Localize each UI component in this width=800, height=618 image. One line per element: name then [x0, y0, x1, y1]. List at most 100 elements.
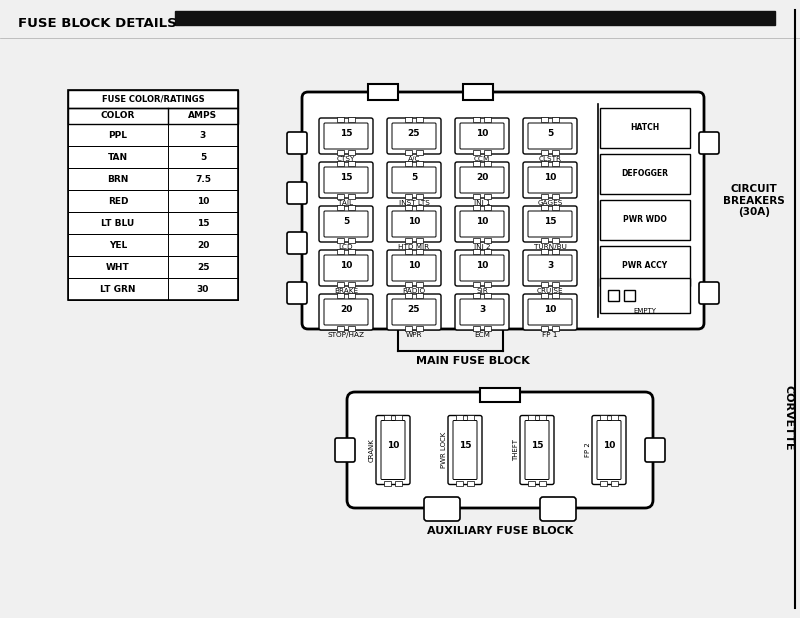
FancyBboxPatch shape — [528, 255, 572, 281]
Bar — [348, 238, 355, 243]
FancyBboxPatch shape — [324, 211, 368, 237]
FancyBboxPatch shape — [460, 255, 504, 281]
Bar — [395, 481, 402, 486]
Bar — [348, 293, 355, 298]
Bar — [600, 481, 607, 486]
FancyBboxPatch shape — [455, 162, 509, 198]
Bar — [539, 415, 546, 420]
Bar — [337, 150, 344, 155]
Bar — [175, 11, 775, 25]
FancyBboxPatch shape — [324, 255, 368, 281]
FancyBboxPatch shape — [319, 162, 373, 198]
Text: PWR WDO: PWR WDO — [623, 216, 667, 224]
Text: AUXILIARY FUSE BLOCK: AUXILIARY FUSE BLOCK — [427, 526, 573, 536]
Text: LT GRN: LT GRN — [100, 284, 136, 294]
Bar — [541, 238, 548, 243]
Text: RADIO: RADIO — [402, 288, 426, 294]
Bar — [368, 84, 398, 100]
Text: STOP/HAZ: STOP/HAZ — [327, 332, 365, 338]
Bar — [467, 415, 474, 420]
Bar — [68, 234, 238, 256]
Bar — [600, 415, 607, 420]
Bar — [337, 117, 344, 122]
Bar — [552, 238, 559, 243]
Text: 5: 5 — [343, 218, 349, 227]
Text: COLOR: COLOR — [101, 111, 135, 121]
Bar — [416, 194, 423, 199]
Text: 20: 20 — [476, 174, 488, 182]
Bar — [528, 481, 535, 486]
Bar — [348, 205, 355, 210]
Bar — [541, 293, 548, 298]
Bar — [473, 150, 480, 155]
Text: GAGES: GAGES — [538, 200, 562, 206]
Bar — [552, 117, 559, 122]
FancyBboxPatch shape — [699, 132, 719, 154]
Bar — [473, 117, 480, 122]
Bar — [480, 388, 520, 402]
Bar — [405, 194, 412, 199]
Text: 15: 15 — [544, 218, 556, 227]
FancyBboxPatch shape — [523, 294, 577, 330]
Bar — [395, 415, 402, 420]
FancyBboxPatch shape — [525, 420, 549, 480]
Bar — [473, 249, 480, 254]
Text: BRAKE: BRAKE — [334, 288, 358, 294]
FancyBboxPatch shape — [302, 92, 704, 329]
Bar — [348, 194, 355, 199]
FancyBboxPatch shape — [319, 118, 373, 154]
Bar — [552, 282, 559, 287]
Bar — [528, 415, 535, 420]
Bar — [473, 161, 480, 166]
Text: CLSTR: CLSTR — [538, 156, 562, 162]
Bar — [473, 205, 480, 210]
Bar — [600, 108, 690, 148]
Bar — [541, 249, 548, 254]
FancyBboxPatch shape — [645, 438, 665, 462]
FancyBboxPatch shape — [392, 211, 436, 237]
Text: 20: 20 — [340, 305, 352, 315]
Bar — [484, 238, 491, 243]
FancyBboxPatch shape — [455, 294, 509, 330]
Text: 10: 10 — [476, 218, 488, 227]
FancyBboxPatch shape — [387, 118, 441, 154]
Bar — [348, 326, 355, 331]
Text: 3: 3 — [200, 130, 206, 140]
FancyBboxPatch shape — [528, 167, 572, 193]
Bar — [552, 194, 559, 199]
Bar — [456, 481, 463, 486]
Bar — [416, 249, 423, 254]
Bar — [348, 117, 355, 122]
Bar — [473, 293, 480, 298]
Bar — [416, 150, 423, 155]
Text: 10: 10 — [408, 218, 420, 227]
Text: 10: 10 — [476, 261, 488, 271]
Bar — [539, 481, 546, 486]
Text: FUSE COLOR/RATINGS: FUSE COLOR/RATINGS — [102, 95, 204, 103]
Text: 10: 10 — [408, 261, 420, 271]
Bar — [68, 124, 238, 146]
FancyBboxPatch shape — [324, 299, 368, 325]
Text: WHT: WHT — [106, 263, 130, 271]
Text: 10: 10 — [544, 174, 556, 182]
Bar — [541, 282, 548, 287]
Text: INJ 2: INJ 2 — [474, 244, 490, 250]
FancyBboxPatch shape — [523, 118, 577, 154]
Bar — [337, 205, 344, 210]
Bar — [68, 212, 238, 234]
Text: ECM: ECM — [474, 332, 490, 338]
Bar — [541, 205, 548, 210]
FancyBboxPatch shape — [347, 392, 653, 508]
Bar — [68, 278, 238, 300]
Bar — [611, 415, 618, 420]
Bar — [405, 205, 412, 210]
Text: EMPTY: EMPTY — [634, 308, 657, 314]
Text: LT BLU: LT BLU — [102, 219, 134, 227]
FancyBboxPatch shape — [287, 182, 307, 204]
Bar — [552, 161, 559, 166]
Bar — [552, 293, 559, 298]
Bar — [416, 161, 423, 166]
Text: 3: 3 — [479, 305, 485, 315]
FancyBboxPatch shape — [540, 497, 576, 521]
Bar — [484, 293, 491, 298]
